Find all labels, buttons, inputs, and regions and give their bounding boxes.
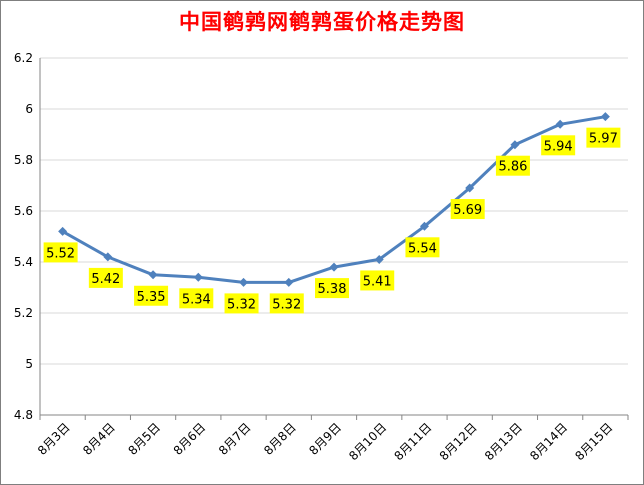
- x-tick-label: 8月11日: [391, 420, 434, 463]
- x-tick-label: 8月9日: [306, 420, 344, 458]
- y-tick-label: 5.8: [14, 153, 33, 167]
- data-point: [284, 277, 294, 287]
- data-point: [103, 252, 113, 262]
- data-label-bg: [541, 135, 576, 156]
- data-point: [329, 262, 339, 272]
- data-label-bg: [88, 267, 123, 288]
- data-label: 5.69: [453, 203, 482, 218]
- data-label-bg: [179, 288, 214, 309]
- data-label-bg: [224, 293, 259, 314]
- x-tick-label: 8月7日: [216, 420, 254, 458]
- x-tick-label: 8月8日: [261, 420, 299, 458]
- chart-title: 中国鹌鹑网鹌鹑蛋价格走势图: [179, 10, 465, 34]
- x-tick-label: 8月3日: [35, 420, 73, 458]
- data-label-bg: [269, 293, 304, 314]
- series-line: [61, 115, 606, 284]
- data-label: 5.42: [91, 272, 120, 287]
- data-label: 5.32: [227, 297, 256, 312]
- y-tick-label: 5.6: [14, 204, 33, 218]
- data-point: [419, 221, 429, 231]
- x-tick-label: 8月6日: [171, 420, 209, 458]
- data-label-bg: [495, 155, 530, 176]
- data-label: 5.35: [137, 290, 166, 305]
- y-tick-label: 5.4: [14, 255, 33, 269]
- data-point: [148, 270, 158, 280]
- x-tick-label: 8月5日: [125, 420, 163, 458]
- data-label-bg: [134, 285, 169, 306]
- data-label-bg: [315, 278, 349, 299]
- y-tick-label: 6.2: [14, 51, 33, 65]
- y-tick-label: 6: [25, 102, 33, 116]
- data-label: 5.94: [544, 139, 573, 154]
- data-label: 5.38: [318, 282, 347, 297]
- data-label-bg: [43, 242, 78, 263]
- x-tick-label: 8月14日: [527, 420, 570, 463]
- data-point: [58, 226, 68, 236]
- data-label: 5.41: [363, 274, 392, 289]
- data-label: 5.52: [46, 246, 75, 261]
- data-label-bg: [405, 237, 440, 258]
- x-tick-label: 8月12日: [437, 420, 480, 463]
- data-label: 5.54: [408, 241, 437, 256]
- y-tick-label: 4.8: [14, 408, 33, 422]
- data-label: 5.34: [182, 292, 211, 307]
- data-point: [374, 254, 384, 264]
- x-tick-label: 8月15日: [572, 420, 615, 463]
- data-label: 5.86: [498, 160, 527, 175]
- data-label-bg: [586, 127, 621, 148]
- x-tick-label: 8月13日: [482, 420, 525, 463]
- data-point: [465, 183, 475, 193]
- data-label: 5.97: [589, 132, 618, 147]
- y-tick-label: 5.2: [14, 306, 33, 320]
- data-point: [600, 112, 610, 122]
- data-point: [510, 140, 520, 150]
- x-tick-label: 8月4日: [80, 420, 118, 458]
- x-tick-label: 8月10日: [346, 420, 389, 463]
- y-tick-label: 5: [25, 357, 33, 371]
- data-label-bg: [450, 199, 485, 220]
- data-label-bg: [360, 270, 395, 291]
- data-point: [193, 272, 203, 282]
- data-point: [239, 277, 249, 287]
- data-label: 5.32: [272, 297, 301, 312]
- data-point: [555, 119, 565, 129]
